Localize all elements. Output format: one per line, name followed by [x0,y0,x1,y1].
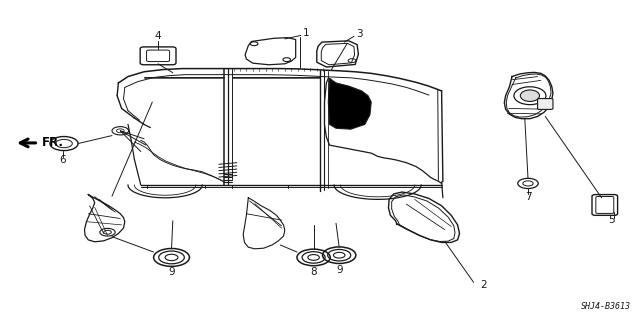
Text: 9: 9 [336,264,342,275]
Text: 6: 6 [60,155,66,165]
Text: SHJ4-B3613: SHJ4-B3613 [580,302,630,311]
Text: 9: 9 [168,267,175,277]
Text: 2: 2 [480,279,486,290]
Text: 3: 3 [356,29,363,40]
Polygon shape [328,78,371,129]
Text: FR.: FR. [42,137,63,149]
Text: 5: 5 [609,215,615,225]
FancyBboxPatch shape [538,99,553,109]
Text: 4: 4 [155,31,161,41]
Ellipse shape [520,90,540,101]
Text: 7: 7 [525,192,531,202]
Text: 1: 1 [303,28,309,39]
Text: 8: 8 [310,267,317,277]
